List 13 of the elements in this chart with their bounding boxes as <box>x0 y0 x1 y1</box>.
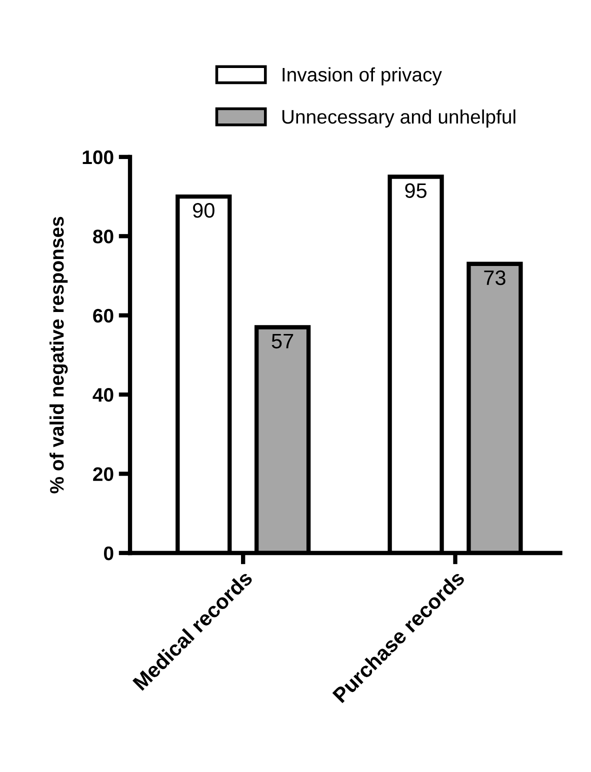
data-label: 57 <box>272 334 294 348</box>
legend-label: Unnecessary and unhelpful <box>282 109 516 128</box>
data-label: 95 <box>405 183 427 198</box>
y-tick-label: 80 <box>93 230 114 244</box>
legend-label: Invasion of privacy <box>282 67 442 86</box>
data-label: 90 <box>193 203 214 218</box>
y-tick-label: 0 <box>104 546 114 560</box>
y-tick-label: 100 <box>82 150 114 164</box>
data-label: 73 <box>484 270 506 286</box>
y-tick-label: 60 <box>93 308 114 323</box>
y-tick-label: 20 <box>93 467 114 482</box>
y-axis-title: % of valid negative responses <box>50 216 68 494</box>
y-tick-label: 40 <box>92 388 114 402</box>
